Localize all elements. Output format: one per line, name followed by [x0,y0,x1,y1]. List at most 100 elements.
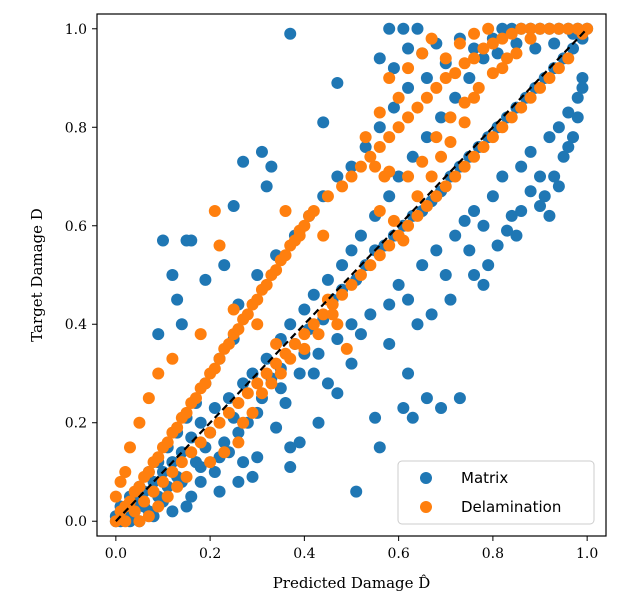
data-point [515,204,528,217]
data-point [420,72,433,85]
data-point [387,62,400,75]
data-point [562,22,575,35]
data-point [307,318,320,331]
data-point [227,200,240,213]
x-tick-label: 1.0 [576,546,598,562]
data-point [430,131,443,144]
data-point [321,377,334,390]
data-point [373,52,386,65]
data-point [166,465,179,478]
data-point [255,387,268,400]
data-point [109,490,122,503]
data-point [298,328,311,341]
data-point [477,278,490,291]
data-point [383,165,396,178]
data-point [336,288,349,301]
data-point [468,150,481,163]
data-point [142,392,155,405]
data-point [260,367,273,380]
data-point [435,111,448,124]
data-point [147,485,160,498]
data-point [312,416,325,429]
data-point [406,150,419,163]
data-point [402,62,415,75]
data-point [204,426,217,439]
data-point [336,259,349,272]
data-point [369,160,382,173]
data-point [411,209,424,222]
data-point [524,145,537,158]
data-point [293,367,306,380]
data-point [552,22,565,35]
data-point [387,101,400,114]
data-point [194,436,207,449]
data-point [524,22,537,35]
data-point [420,392,433,405]
data-point [138,495,151,508]
data-point [279,249,292,262]
data-point [317,308,330,321]
data-point [265,160,278,173]
data-point [213,239,226,252]
data-point [463,244,476,257]
data-point [142,465,155,478]
data-point [321,190,334,203]
data-point [383,298,396,311]
data-point [397,234,410,247]
data-point [567,42,580,55]
data-point [468,269,481,281]
data-point [119,465,132,478]
data-point [439,72,452,85]
data-point [270,357,283,370]
data-point [232,475,245,488]
plot-frame [96,13,607,537]
data-point [534,170,547,183]
data-point [515,22,528,35]
data-point [420,200,433,213]
data-point [435,150,448,163]
y-tick-label: 1.0 [65,22,87,38]
legend-marker-delamination [420,501,432,513]
data-point [208,362,221,375]
data-point [543,22,556,35]
data-point [251,293,264,306]
data-point [284,352,297,365]
data-point [383,337,396,350]
data-point [208,204,221,217]
data-point [166,352,179,365]
data-point [524,185,537,198]
data-point [232,323,245,336]
data-point [505,209,518,222]
data-point [293,229,306,242]
data-point [307,204,320,217]
data-point [486,37,499,50]
data-point [402,293,415,306]
data-point [364,150,377,163]
data-point [270,337,283,350]
data-point [317,116,330,129]
data-point [373,204,386,217]
legend-label-delamination: Delamination [461,498,561,516]
data-point [383,72,396,85]
data-point [180,470,193,483]
data-point [543,209,556,222]
data-point [331,318,344,331]
data-point [552,121,565,134]
data-point [284,461,297,474]
data-point [171,480,184,493]
data-point [152,500,165,513]
data-point [194,416,207,429]
identity-reference-line [115,28,588,522]
data-point [279,397,292,410]
data-point [359,131,372,144]
data-point [491,239,504,252]
data-point [397,401,410,414]
data-point [255,145,268,158]
data-point [430,81,443,94]
data-point [496,62,509,75]
data-point [284,318,297,331]
data-point [373,249,386,262]
data-point [548,170,561,183]
data-point [213,485,226,498]
data-point [430,244,443,257]
